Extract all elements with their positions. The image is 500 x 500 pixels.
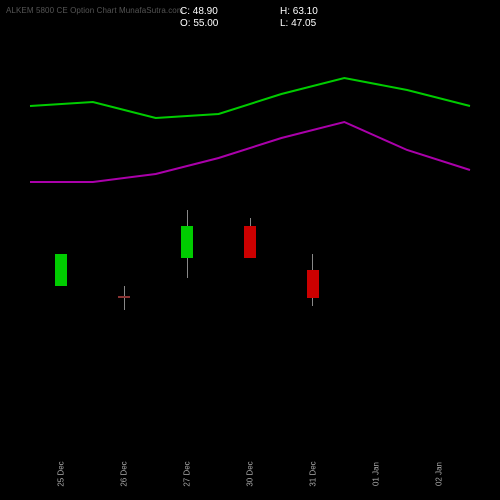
x-axis: 25 Dec26 Dec27 Dec30 Dec31 Dec01 Jan02 J… [30, 440, 470, 480]
open-label: O: 55.00 [180, 18, 218, 29]
indicator-line [30, 122, 470, 182]
candle-body [244, 226, 256, 258]
candle-body [307, 270, 319, 298]
x-tick-label: 27 Dec [183, 461, 192, 486]
candle-body [55, 254, 67, 286]
chart-area [30, 30, 470, 430]
x-tick-label: 30 Dec [246, 461, 255, 486]
chart-container: { "watermark": "ALKEM 5800 CE Option Cha… [0, 0, 500, 500]
x-tick-label: 31 Dec [308, 461, 317, 486]
candle-body [181, 226, 193, 258]
high-label: H: 63.10 [280, 6, 318, 17]
x-tick-label: 26 Dec [120, 461, 129, 486]
x-tick-label: 01 Jan [371, 462, 380, 486]
candle-body [118, 296, 130, 298]
watermark-text: ALKEM 5800 CE Option Chart MunafaSutra.c… [6, 6, 184, 15]
x-tick-label: 25 Dec [57, 461, 66, 486]
x-tick-label: 02 Jan [434, 462, 443, 486]
close-label: C: 48.90 [180, 6, 218, 17]
indicator-line [30, 78, 470, 118]
low-label: L: 47.05 [280, 18, 316, 29]
candle-wick [124, 286, 125, 310]
